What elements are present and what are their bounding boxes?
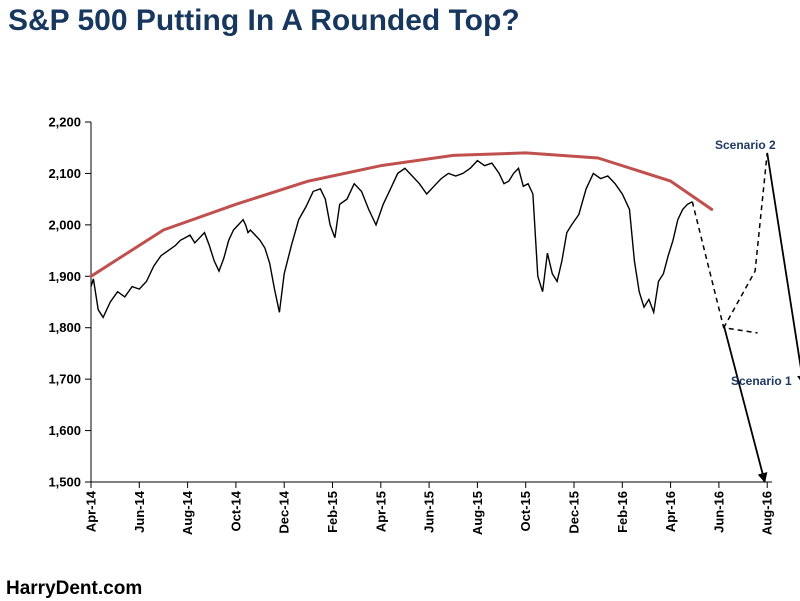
x-tick-label: Feb-16 [615,491,630,533]
x-tick-label: Jun-14 [132,490,147,533]
series-layer [89,151,800,483]
x-tick-label: Aug-15 [470,491,485,535]
x-tick-label: Apr-14 [84,490,99,532]
x-tick-label: Apr-16 [663,491,678,532]
x-tick-label: Jun-15 [422,491,437,533]
x-tick-label: Oct-14 [228,490,243,531]
y-axis: 1,500 1,600 1,700 1,800 1,900 2,000 2,100 2,200 [48,115,92,490]
scenario-2-rally-dashed [723,152,768,329]
x-axis: Apr-14 Jun-14 Aug-14 Oct-14 Dec-14 Feb-15 Apr-… [84,481,775,535]
y-tick-label: 1,900 [48,269,81,284]
y-tick-label: 1,600 [48,423,81,438]
sp500-price-line [90,159,693,319]
x-tick-label: Dec-14 [277,490,292,533]
y-tick-label: 2,200 [48,115,81,130]
scenario-2-arrow [766,152,800,386]
x-tick-label: Apr-15 [373,491,388,532]
y-tick-label: 2,000 [48,217,81,232]
y-tick-label: 1,800 [48,320,81,335]
rounded-top-curve [89,151,714,278]
x-tick-label: Aug-14 [180,490,195,535]
y-tick-label: 2,100 [48,166,81,181]
annotations-layer: Scenario 2 Scenario 1 [715,138,792,388]
x-tick-label: Feb-15 [325,491,340,533]
scenario-1-label: Scenario 1 [731,374,792,388]
x-tick-label: Jun-16 [711,491,726,533]
chart-title: S&P 500 Putting In A Rounded Top? [8,4,520,37]
projection-dashed-line [691,201,758,334]
scenario-1-arrow [722,324,768,483]
scenario-2-label: Scenario 2 [715,138,776,152]
footer-brand: HarryDent.com [6,578,143,599]
x-tick-label: Aug-16 [760,491,775,535]
x-tick-label: Dec-15 [567,491,582,534]
x-tick-label: Oct-15 [518,491,533,531]
y-tick-label: 1,700 [48,372,81,387]
y-tick-label: 1,500 [48,475,81,490]
